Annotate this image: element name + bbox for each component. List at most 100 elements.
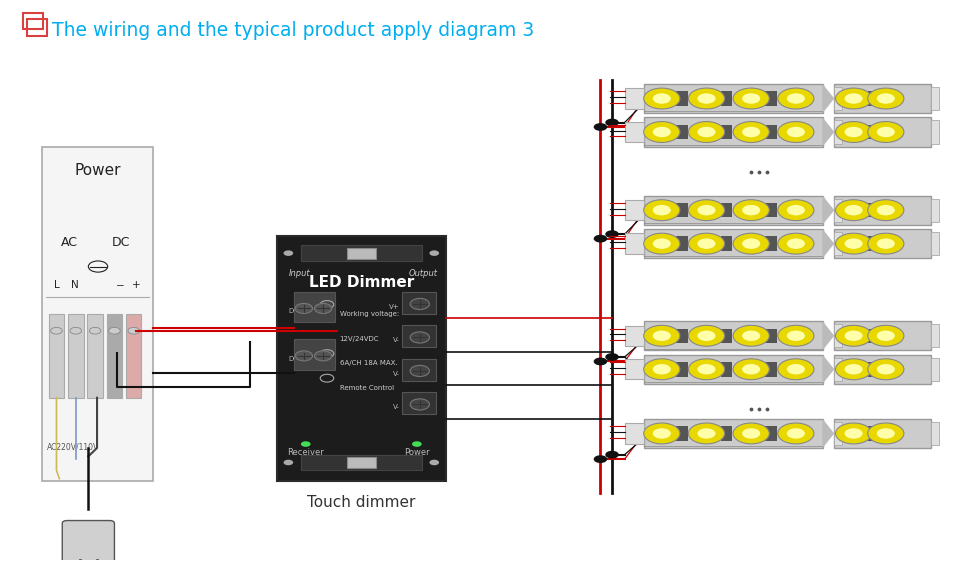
Text: Remote Control: Remote Control [339,385,393,391]
Circle shape [778,200,814,220]
Circle shape [867,325,904,346]
Circle shape [787,428,805,439]
Circle shape [734,200,769,220]
Circle shape [742,93,761,104]
Circle shape [787,93,805,104]
Circle shape [845,364,862,375]
Circle shape [778,88,814,109]
Circle shape [429,250,439,256]
Bar [402,358,436,381]
Bar [625,233,644,254]
Bar [676,426,688,441]
Circle shape [742,205,761,215]
Bar [676,203,688,218]
Bar [277,236,446,481]
Bar [766,125,777,139]
Circle shape [284,250,294,256]
Circle shape [787,127,805,137]
Circle shape [688,325,725,346]
Bar [402,392,436,415]
Circle shape [787,238,805,249]
Bar [868,91,880,106]
Circle shape [877,330,894,341]
Circle shape [412,442,422,447]
Circle shape [867,233,904,254]
Bar [931,121,939,144]
Circle shape [688,200,725,220]
Circle shape [643,122,680,142]
Circle shape [296,351,313,361]
Bar [834,229,931,258]
Bar [644,117,823,146]
Circle shape [787,364,805,375]
Text: Receiver: Receiver [288,448,324,457]
Circle shape [410,365,429,376]
Bar [868,125,880,139]
Bar [834,355,931,384]
Text: Output: Output [409,269,438,278]
Circle shape [643,200,680,220]
Circle shape [877,364,894,375]
Polygon shape [823,117,834,146]
Bar [834,321,931,350]
Circle shape [734,325,769,346]
Bar [721,125,733,139]
Circle shape [734,423,769,444]
Bar [834,84,931,113]
Circle shape [606,353,619,361]
Bar [766,329,777,343]
Bar [625,325,644,346]
Circle shape [109,328,120,334]
Circle shape [835,122,872,142]
Bar [931,422,939,445]
Circle shape [606,118,619,126]
Circle shape [867,423,904,444]
Bar [868,236,880,251]
Bar [644,355,823,384]
Circle shape [698,205,715,215]
Circle shape [734,233,769,254]
Bar [68,314,83,398]
Bar [87,314,103,398]
Circle shape [778,325,814,346]
Text: The wiring and the typical product apply diagram 3: The wiring and the typical product apply… [51,21,534,40]
Circle shape [742,330,761,341]
Circle shape [742,364,761,375]
Bar [676,236,688,251]
Circle shape [594,123,608,131]
Circle shape [284,459,294,465]
Circle shape [835,233,872,254]
Circle shape [787,205,805,215]
Bar [625,122,644,142]
Circle shape [653,330,671,341]
Text: Touch dimmer: Touch dimmer [307,495,416,511]
Circle shape [301,442,311,447]
Circle shape [698,93,715,104]
Circle shape [606,450,619,458]
Text: Working voltage:: Working voltage: [339,311,399,317]
Circle shape [734,122,769,142]
Bar [721,329,733,343]
Circle shape [778,122,814,142]
Bar [347,457,376,468]
Bar [402,325,436,347]
Circle shape [410,399,429,410]
Circle shape [410,332,429,343]
Bar [126,314,141,398]
Bar [834,117,931,146]
Bar [868,362,880,376]
Text: V+: V+ [389,304,399,310]
Bar [766,203,777,218]
Circle shape [835,325,872,346]
Bar [931,199,939,222]
Circle shape [643,325,680,346]
Bar [721,236,733,251]
Circle shape [128,328,140,334]
Text: V-: V- [392,337,399,343]
Circle shape [653,364,671,375]
Circle shape [845,330,862,341]
Circle shape [845,238,862,249]
Circle shape [429,459,439,465]
Circle shape [653,238,671,249]
Circle shape [877,93,894,104]
